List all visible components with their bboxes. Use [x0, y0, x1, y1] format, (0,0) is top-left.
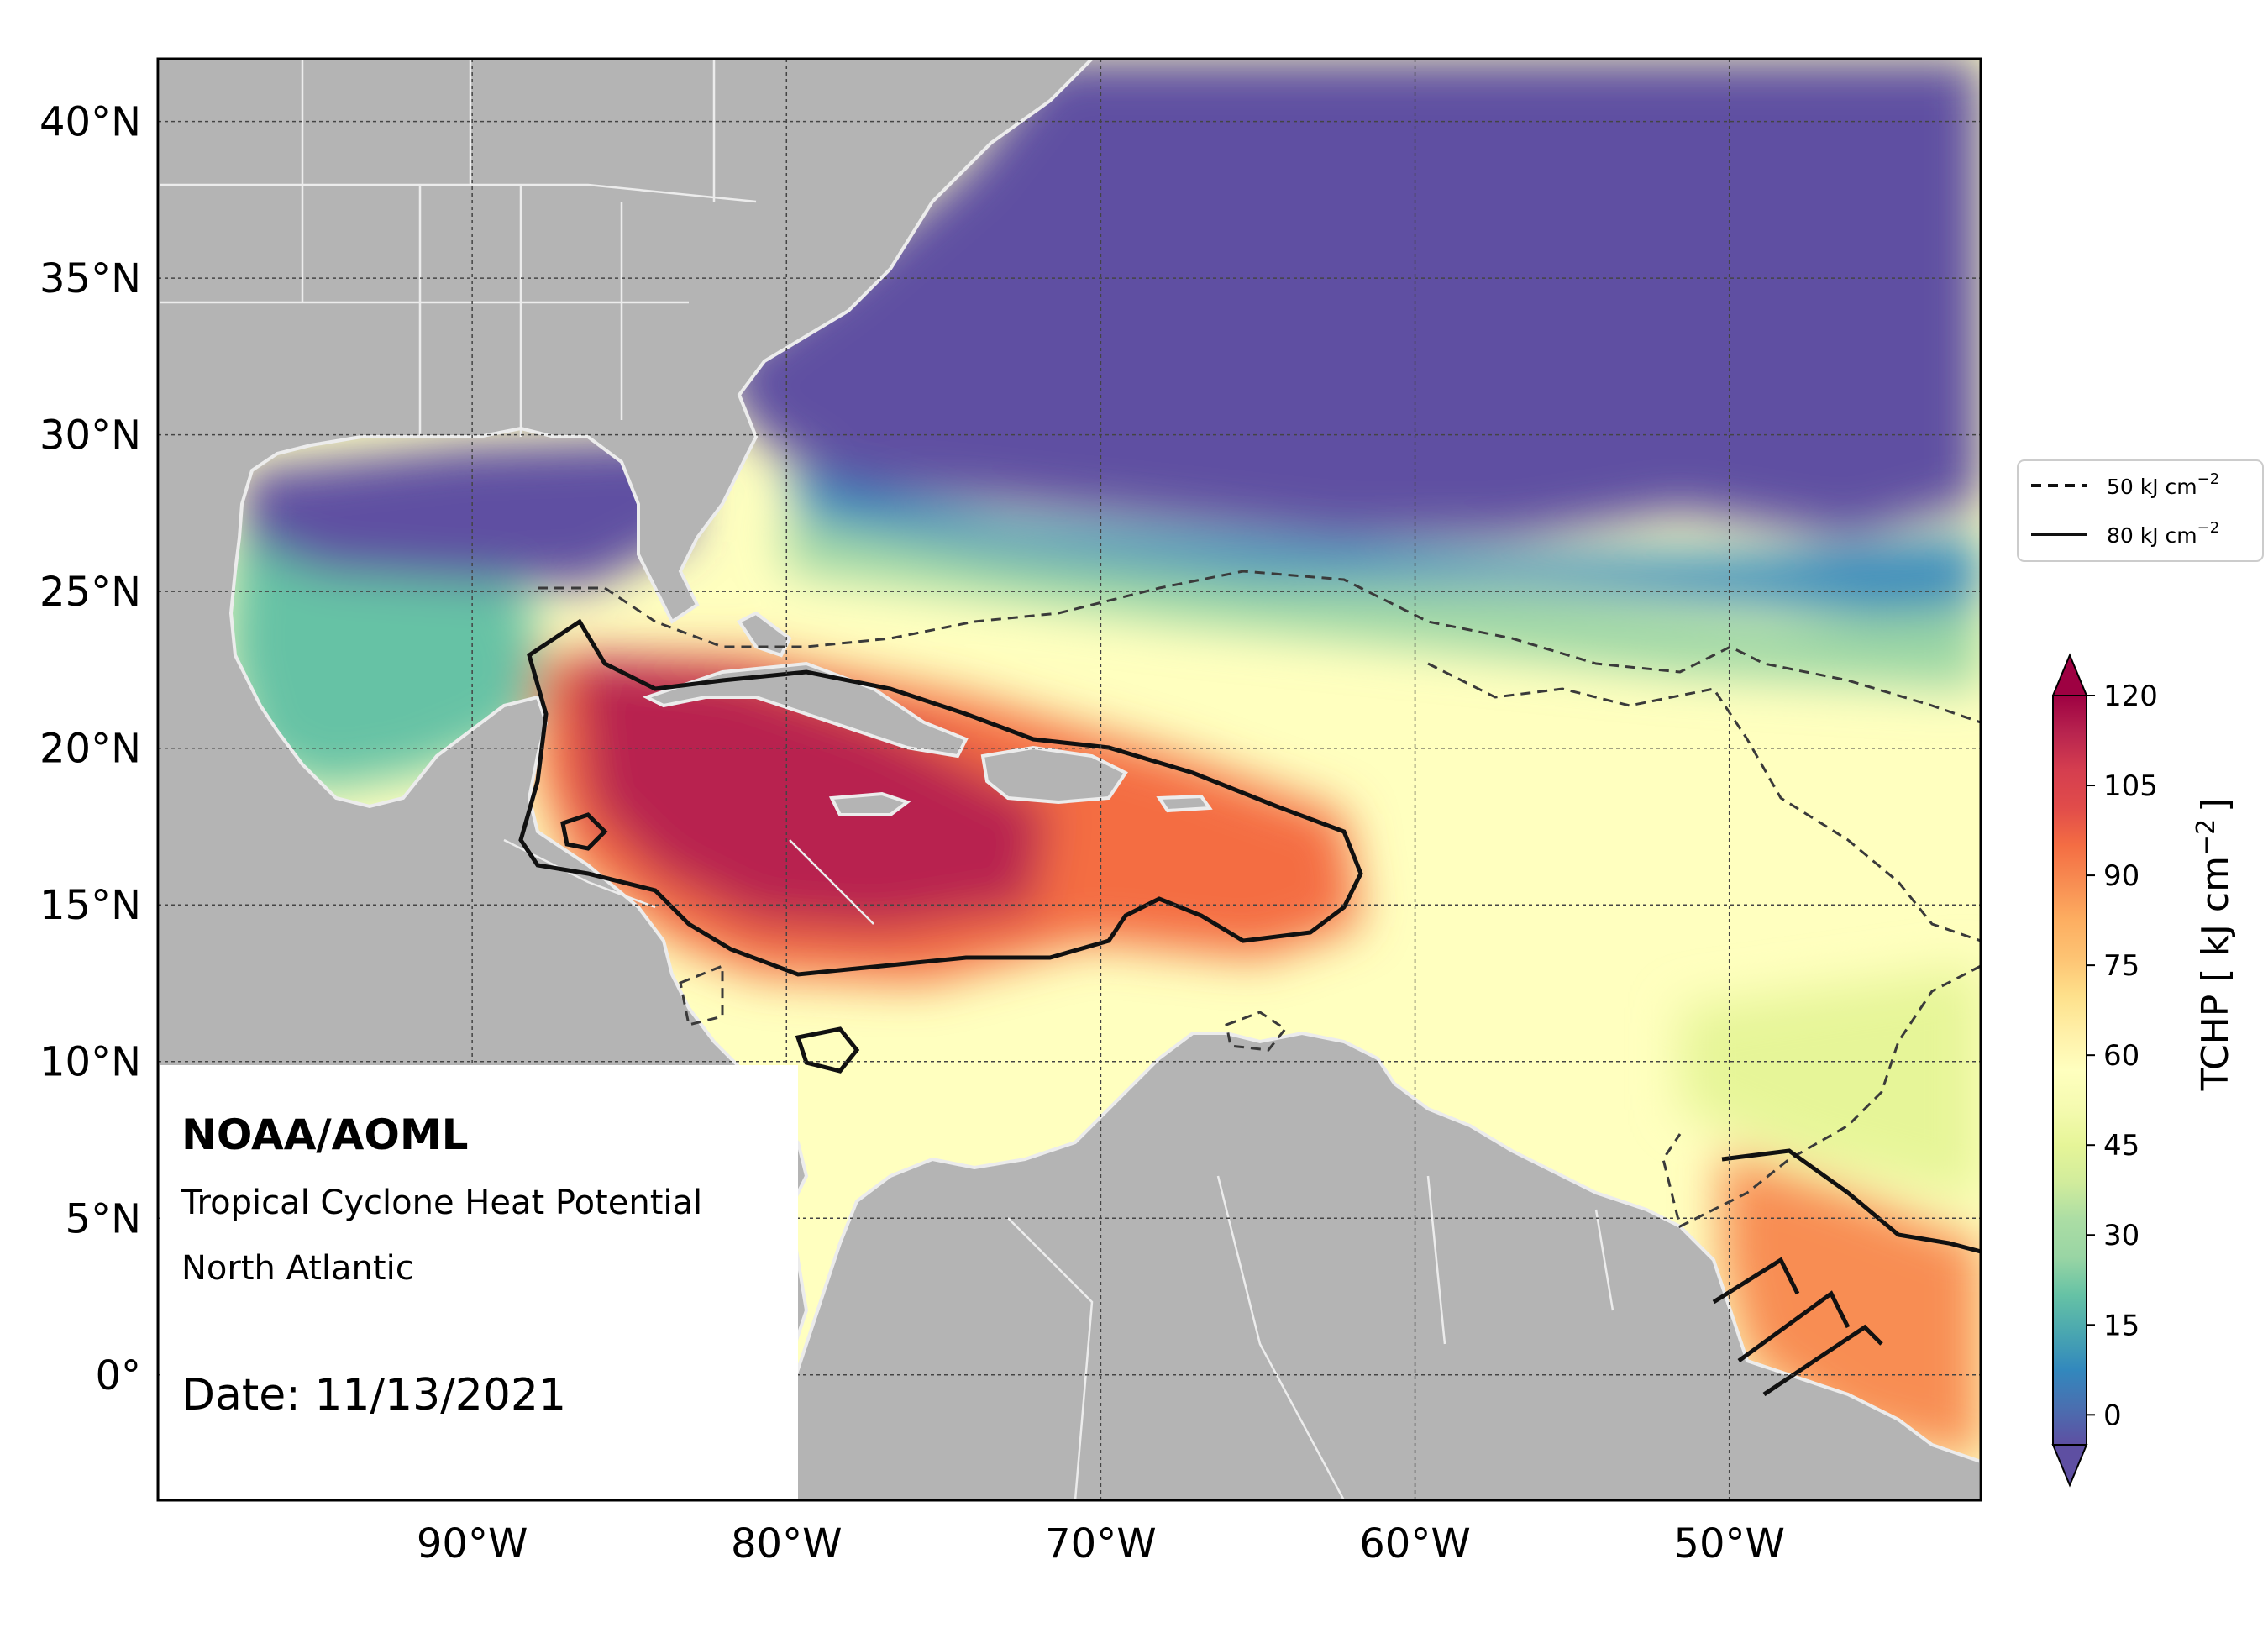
colorbar-extend-bottom [2051, 1444, 2088, 1488]
tchp-caribbean-hot [571, 655, 1050, 932]
x-tick-label: 70°W [1045, 1520, 1157, 1567]
colorbar-label: TCHP [ kJ cm−2] [2192, 798, 2237, 1092]
x-tick-label: 90°W [417, 1520, 528, 1567]
colorbar-tick-label: 90 [2103, 859, 2139, 893]
x-tick-label: 80°W [731, 1520, 843, 1567]
y-tick-label: 20°N [39, 726, 141, 773]
org-label: NOAA/AOML [181, 1110, 468, 1159]
contour-50 [538, 570, 1981, 1229]
political-borders [158, 59, 1614, 1500]
tchp-field [158, 59, 1981, 1462]
tchp-transition-band [781, 521, 1981, 689]
land-jamaica [828, 791, 911, 816]
land-bahamas [737, 611, 792, 658]
colorbar-ticks: 0 15 30 45 60 75 90 105 120 [2087, 680, 2158, 1432]
contour-legend: 50 kJ cm−2 80 kJ cm−2 [2017, 459, 2264, 562]
y-tick-label: 35°N [39, 255, 141, 302]
legend-label-80: 80 kJ cm−2 [2107, 519, 2219, 548]
y-tick-label: 10°N [39, 1039, 141, 1086]
y-tick-label: 40°N [39, 99, 141, 146]
colorbar-tick-label: 45 [2103, 1129, 2139, 1163]
x-tick-labels: 90°W 80°W 70°W 60°W 50°W [417, 1520, 1785, 1567]
tchp-cool-band [781, 470, 1981, 622]
land-puerto-rico [1156, 794, 1213, 813]
y-tick-labels: 40°N 35°N 30°N 25°N 20°N 15°N 10°N 5°N 0° [39, 99, 141, 1399]
land-south-america [753, 1031, 1981, 1500]
tchp-southeast-tropical [1680, 966, 1981, 1201]
colorbar-tick-label: 0 [2103, 1399, 2122, 1432]
y-tick-label: 25°N [39, 569, 141, 616]
colorbar-tick-label: 60 [2103, 1039, 2139, 1073]
land-cuba [642, 661, 969, 759]
product-label: Tropical Cyclone Heat Potential [181, 1184, 702, 1222]
x-tick-label: 60°W [1359, 1520, 1471, 1567]
colorbar-body [2053, 696, 2087, 1445]
colorbar-frame [2052, 695, 2087, 1446]
legend-label-50: 50 kJ cm−2 [2107, 470, 2219, 499]
colorbar-tick-label: 105 [2103, 769, 2158, 803]
colorbar: 0 15 30 45 60 75 90 105 120 TCHP [ kJ cm−2] [2051, 653, 2237, 1488]
colorbar-tick-label: 75 [2103, 949, 2139, 983]
region-label: North Atlantic [181, 1249, 414, 1288]
tchp-cold-atlantic [158, 59, 1981, 538]
colorbar-tick-label: 15 [2103, 1309, 2139, 1342]
map-panel [158, 59, 1981, 1500]
colorbar-extend-top [2051, 653, 2088, 696]
land-hispaniola [980, 745, 1128, 805]
tchp-gulf-cold [244, 437, 689, 588]
y-tick-label: 15°N [39, 882, 141, 929]
x-tick-label: 50°W [1673, 1520, 1785, 1567]
map-frame [156, 57, 1982, 1502]
colorbar-tick-label: 30 [2103, 1219, 2139, 1252]
y-tick-label: 5°N [66, 1195, 141, 1242]
info-box-background [160, 1065, 798, 1499]
y-tick-label: 30°N [39, 412, 141, 459]
date-label: Date: 11/13/2021 [181, 1370, 566, 1420]
info-box: NOAA/AOML Tropical Cyclone Heat Potentia… [160, 1065, 798, 1499]
colorbar-tick-label: 120 [2103, 680, 2158, 713]
y-tick-label: 0° [95, 1352, 141, 1399]
contour-80 [518, 618, 1981, 1397]
